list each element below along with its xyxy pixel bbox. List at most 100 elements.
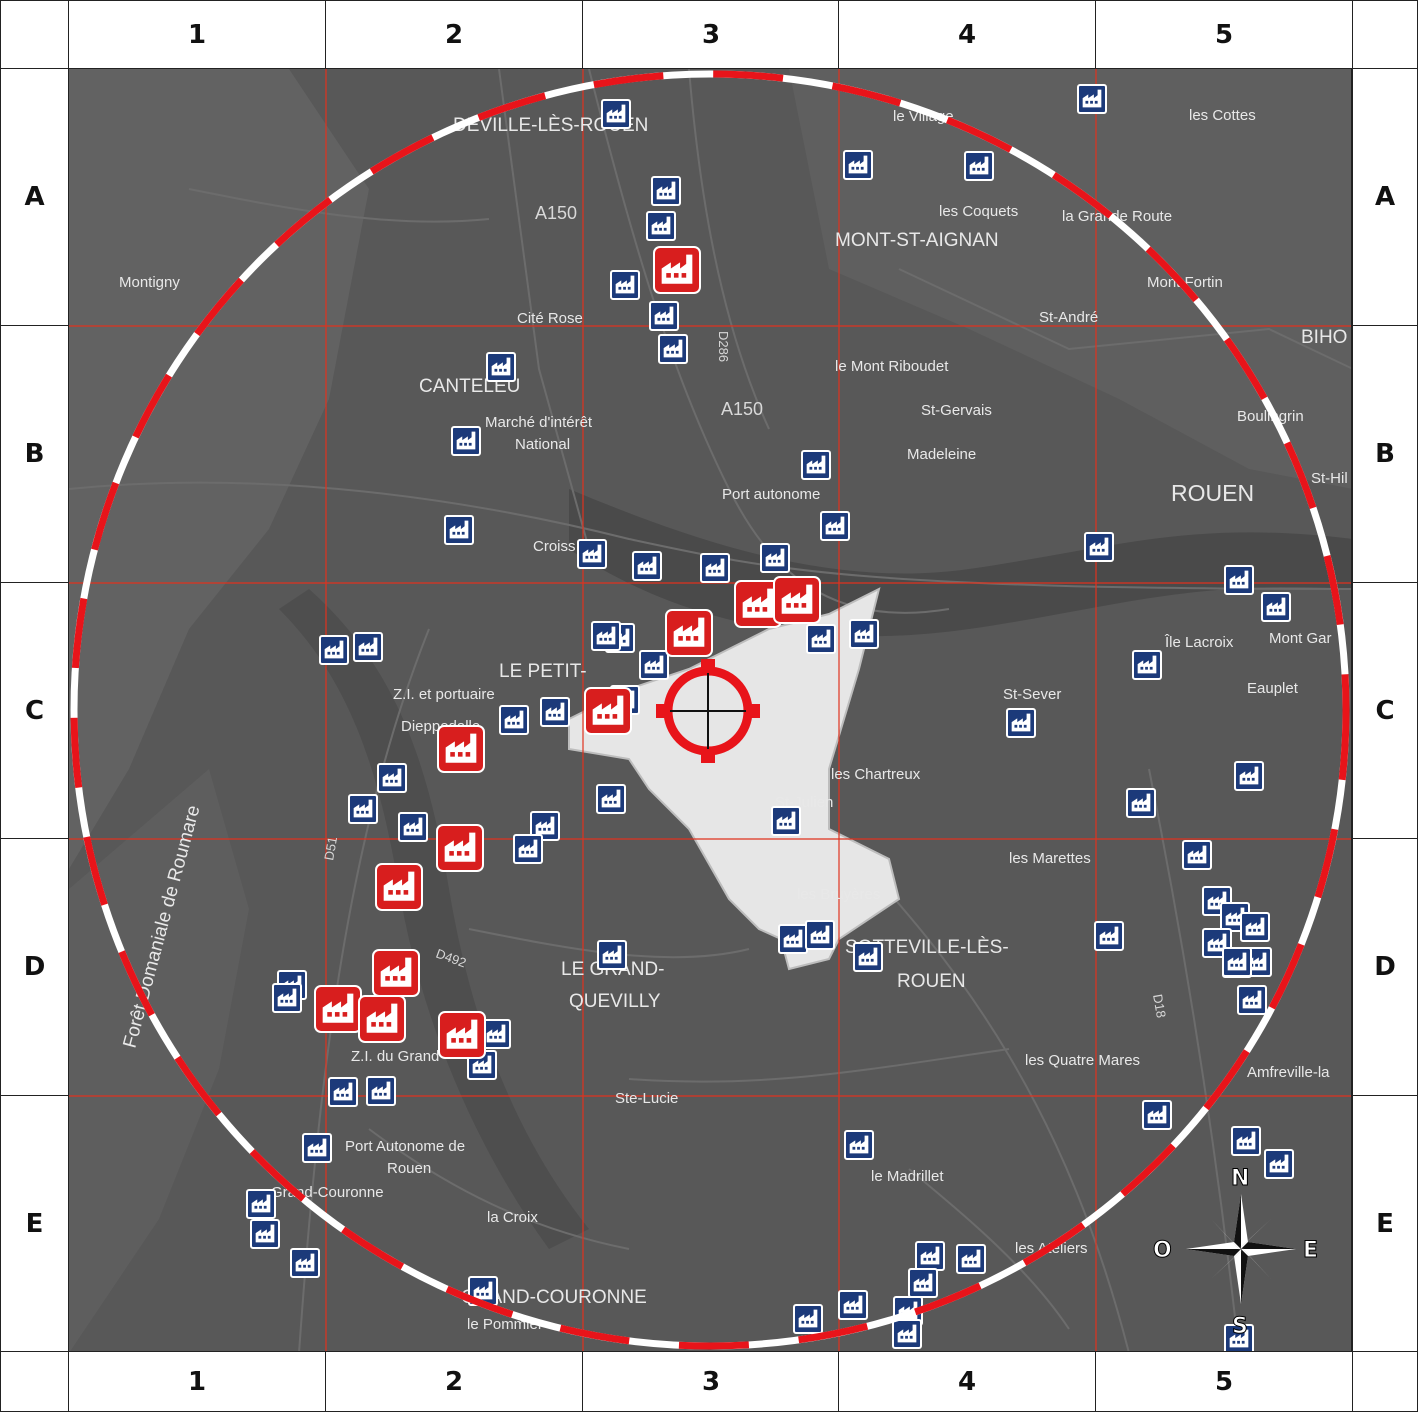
factory-icon[interactable] <box>1224 1324 1254 1352</box>
col-header-top-4: 4 <box>838 0 1096 69</box>
factory-icon[interactable] <box>246 1189 276 1219</box>
place-label: Montigny <box>119 274 180 291</box>
factory-icon[interactable] <box>290 1248 320 1278</box>
factory-icon[interactable] <box>1261 592 1291 622</box>
factory-icon[interactable] <box>1182 840 1212 870</box>
compass-rose: N S E O <box>1153 1166 1319 1340</box>
place-label: le Village <box>893 108 954 125</box>
factory-icon[interactable] <box>1237 985 1267 1015</box>
place-label: St-André <box>1039 309 1098 326</box>
radius-ring-dashes <box>70 70 1350 1350</box>
factory-icon[interactable] <box>760 543 790 573</box>
factory-icon[interactable] <box>1240 912 1270 942</box>
factory-icon[interactable] <box>915 1241 945 1271</box>
place-label: le Mont Riboudet <box>835 358 949 375</box>
factory-icon[interactable] <box>771 806 801 836</box>
factory-icon[interactable] <box>1231 1126 1261 1156</box>
major-factory-icon[interactable] <box>375 863 423 911</box>
factory-icon[interactable] <box>843 150 873 180</box>
factory-icon[interactable] <box>806 624 836 654</box>
major-factory-icon[interactable] <box>436 824 484 872</box>
factory-icon[interactable] <box>651 176 681 206</box>
factory-icon[interactable] <box>272 983 302 1013</box>
map-svg[interactable]: DEVILLE-LÈS-ROUEN le Village les Cottes … <box>69 69 1352 1352</box>
factory-icon[interactable] <box>366 1076 396 1106</box>
factory-icon[interactable] <box>805 920 835 950</box>
factory-icon[interactable] <box>1142 1100 1172 1130</box>
major-factory-icon[interactable] <box>438 1011 486 1059</box>
factory-icon[interactable] <box>849 619 879 649</box>
factory-icon[interactable] <box>481 1019 511 1049</box>
major-factory-icon[interactable] <box>734 580 782 628</box>
factory-icon[interactable] <box>908 1268 938 1298</box>
factory-icon[interactable] <box>540 697 570 727</box>
factory-icon[interactable] <box>964 151 994 181</box>
factory-icon[interactable] <box>348 794 378 824</box>
factory-icon[interactable] <box>658 334 688 364</box>
factory-icon[interactable] <box>1077 84 1107 114</box>
factory-icon[interactable] <box>1222 947 1252 977</box>
factory-icon[interactable] <box>1264 1149 1294 1179</box>
factory-icon[interactable] <box>319 635 349 665</box>
factory-icon[interactable] <box>398 812 428 842</box>
factory-icon[interactable] <box>591 621 621 651</box>
factory-icon[interactable] <box>530 811 560 841</box>
factory-icon[interactable] <box>639 650 669 680</box>
factory-icon[interactable] <box>499 705 529 735</box>
place-label: Eauplet <box>1247 680 1299 697</box>
factory-icon[interactable] <box>328 1077 358 1107</box>
major-factory-icon[interactable] <box>372 949 420 997</box>
factory-icon[interactable] <box>513 834 543 864</box>
factory-icon[interactable] <box>1234 761 1264 791</box>
compass-north: N <box>1231 1166 1249 1191</box>
factory-icon[interactable] <box>597 940 627 970</box>
major-factory-icon[interactable] <box>665 609 713 657</box>
col-header-bottom-3: 3 <box>582 1351 840 1412</box>
factory-icon[interactable] <box>844 1130 874 1160</box>
factory-icon[interactable] <box>444 515 474 545</box>
factory-icon[interactable] <box>577 539 607 569</box>
place-label: les Quatre Mares <box>1025 1052 1140 1069</box>
factory-icon[interactable] <box>700 553 730 583</box>
place-label: les Bruyères <box>797 886 880 903</box>
factory-icon[interactable] <box>451 426 481 456</box>
place-label: Mont Gar <box>1269 630 1332 647</box>
factory-icon[interactable] <box>801 450 831 480</box>
factory-icon[interactable] <box>250 1219 280 1249</box>
factory-icon[interactable] <box>793 1304 823 1334</box>
col-header-top-2: 2 <box>325 0 583 69</box>
factory-icon[interactable] <box>1224 565 1254 595</box>
compass-east: E <box>1303 1238 1318 1263</box>
factory-icon[interactable] <box>838 1290 868 1320</box>
factory-icon[interactable] <box>353 632 383 662</box>
factory-icon[interactable] <box>596 784 626 814</box>
factory-icon[interactable] <box>1132 650 1162 680</box>
major-factory-icon[interactable] <box>773 576 821 624</box>
col-header-bottom-5: 5 <box>1095 1351 1353 1412</box>
factory-icon[interactable] <box>610 270 640 300</box>
factory-icon[interactable] <box>853 942 883 972</box>
factory-icon[interactable] <box>1126 788 1156 818</box>
factory-icon[interactable] <box>632 551 662 581</box>
place-label: SOTTEVILLE-LÈS- <box>845 937 1009 958</box>
factory-icon[interactable] <box>1094 921 1124 951</box>
factory-icon[interactable] <box>956 1244 986 1274</box>
major-factory-icon[interactable] <box>314 985 362 1033</box>
factory-icon[interactable] <box>646 211 676 241</box>
factory-icon[interactable] <box>1084 532 1114 562</box>
factory-icon[interactable] <box>778 924 808 954</box>
factory-icon[interactable] <box>649 301 679 331</box>
factory-icon[interactable] <box>377 763 407 793</box>
factory-icon[interactable] <box>892 1319 922 1349</box>
major-factory-icon[interactable] <box>653 246 701 294</box>
map-canvas[interactable]: DEVILLE-LÈS-ROUEN le Village les Cottes … <box>68 68 1352 1352</box>
factory-icon[interactable] <box>486 352 516 382</box>
major-factory-icon[interactable] <box>437 725 485 773</box>
major-factory-icon[interactable] <box>584 687 632 735</box>
factory-icon[interactable] <box>1006 708 1036 738</box>
factory-icon[interactable] <box>302 1133 332 1163</box>
target-crosshair[interactable] <box>656 659 760 763</box>
factory-icon[interactable] <box>601 99 631 129</box>
factory-icon[interactable] <box>820 511 850 541</box>
major-factory-icon[interactable] <box>358 995 406 1043</box>
